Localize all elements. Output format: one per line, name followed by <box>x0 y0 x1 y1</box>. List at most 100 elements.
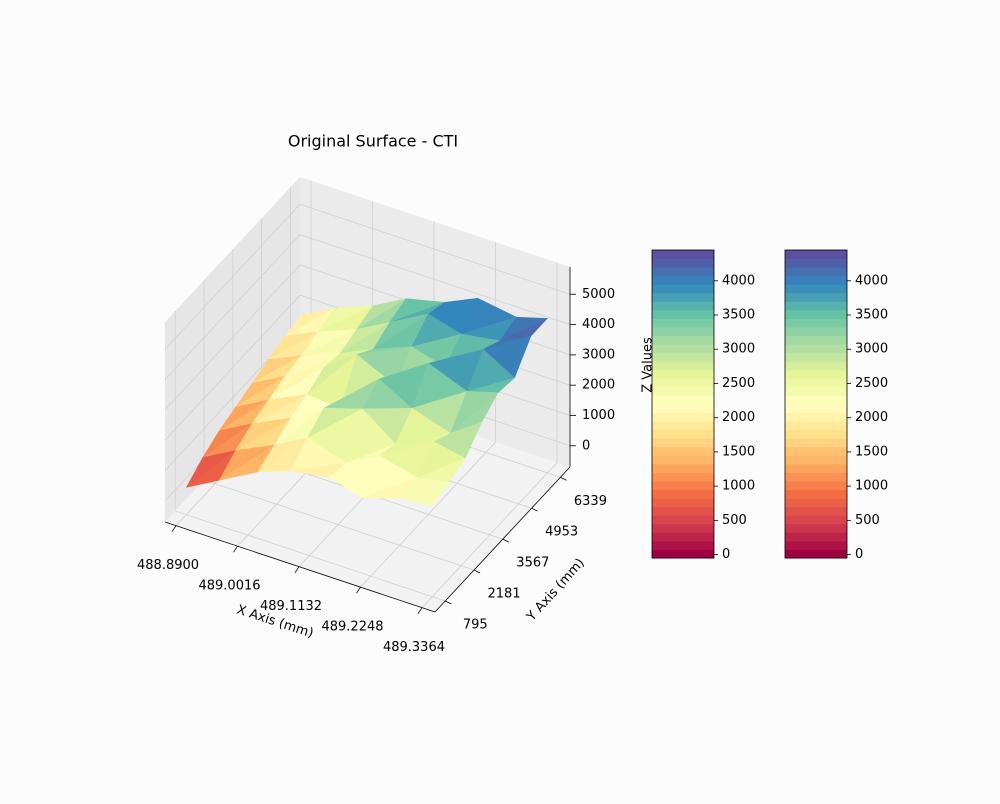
colorbar-band <box>785 549 847 559</box>
colorbar-band <box>652 327 714 337</box>
colorbar-tick-label: 0 <box>722 547 730 562</box>
colorbar-tick-label: 1500 <box>722 444 755 459</box>
colorbar-tick-label: 2000 <box>855 410 888 425</box>
colorbar-band <box>785 429 847 439</box>
x-tick <box>294 566 300 573</box>
colorbar-tick-label: 1000 <box>722 479 755 494</box>
y-tick <box>445 600 452 605</box>
colorbar-band <box>785 421 847 431</box>
colorbar-frame <box>651 249 715 559</box>
colorbar-band <box>652 446 714 456</box>
y-tick-label: 795 <box>463 617 488 632</box>
colorbar-band <box>652 275 714 285</box>
colorbar-tick-label: 3500 <box>855 308 888 323</box>
colorbar-tick-label: 3000 <box>722 342 755 357</box>
colorbar-band <box>652 472 714 482</box>
z-tick-label: 5000 <box>582 287 615 302</box>
colorbar-band <box>785 412 847 422</box>
x-tick-label: 489.2248 <box>321 620 383 635</box>
colorbar-band <box>785 309 847 319</box>
colorbar-band <box>652 404 714 414</box>
colorbar-band <box>652 438 714 448</box>
colorbar-band <box>785 489 847 499</box>
z-tick-label: 3000 <box>582 347 615 362</box>
colorbar-band <box>785 327 847 337</box>
colorbar-band <box>785 404 847 414</box>
grid-line <box>203 479 475 571</box>
colorbar-band <box>652 523 714 533</box>
colorbar-band <box>652 250 714 260</box>
colorbar-band <box>785 258 847 268</box>
x-tick-label: 489.0016 <box>198 579 260 594</box>
x-tick-label: 488.8900 <box>137 558 199 573</box>
colorbar-band <box>652 421 714 431</box>
y-tick-label: 3567 <box>516 556 549 571</box>
colorbar-band <box>652 361 714 371</box>
colorbar-band <box>652 369 714 379</box>
x-tick <box>417 607 423 614</box>
colorbar-band <box>652 455 714 465</box>
colorbar-band <box>785 369 847 379</box>
colorbar-tick-label: 0 <box>855 547 863 562</box>
colorbar-band <box>785 532 847 542</box>
colorbar-band <box>785 267 847 277</box>
x-tick <box>356 586 361 594</box>
colorbar-band <box>785 523 847 533</box>
colorbar-tick-label: 500 <box>855 513 880 528</box>
x-tick-label: 489.1132 <box>260 599 322 614</box>
z-tick-label: 0 <box>582 438 590 453</box>
grid-line <box>299 234 571 325</box>
colorbar-tick-label: 3000 <box>855 342 888 357</box>
colorbar-band <box>652 292 714 302</box>
grid-line <box>164 264 301 411</box>
colorbar-band <box>652 267 714 277</box>
grid-line <box>164 204 301 350</box>
colorbar-band <box>652 352 714 362</box>
colorbar-band <box>652 489 714 499</box>
colorbar-band <box>785 301 847 311</box>
colorbar-tick-label: 500 <box>722 513 747 528</box>
colorbar-band <box>652 429 714 439</box>
y-tick-label: 6339 <box>574 494 607 509</box>
grid-line <box>164 234 301 380</box>
colorbar-band <box>785 472 847 482</box>
colorbar-band <box>652 344 714 354</box>
colorbar-band <box>652 258 714 268</box>
colorbar-band <box>785 498 847 508</box>
colorbar-band <box>652 386 714 396</box>
colorbar-band <box>785 446 847 456</box>
colorbar-tick-label: 4000 <box>855 273 888 288</box>
z-tick-label: 2000 <box>582 378 615 393</box>
y-tick <box>560 476 567 481</box>
colorbar-band <box>652 498 714 508</box>
colorbar-band <box>785 335 847 345</box>
colorbar-band <box>785 481 847 491</box>
colorbar-band <box>785 292 847 302</box>
y-tick <box>531 507 538 512</box>
colorbar-tick-label: 2000 <box>722 410 755 425</box>
x-tick <box>171 525 177 532</box>
colorbar-tick-label: 2500 <box>722 376 755 391</box>
colorbar-band <box>785 438 847 448</box>
colorbar-band <box>785 386 847 396</box>
colorbar-band <box>785 463 847 473</box>
z-tick-label: 4000 <box>582 317 615 332</box>
colorbar-band <box>652 309 714 319</box>
colorbar-band <box>785 284 847 294</box>
colorbar-band <box>785 344 847 354</box>
colorbar-band <box>785 540 847 550</box>
colorbar-band <box>652 549 714 559</box>
colorbar-tick-label: 1000 <box>855 479 888 494</box>
grid-line <box>360 441 496 588</box>
colorbar-band <box>652 378 714 388</box>
x-tick <box>233 545 238 553</box>
colorbar-band <box>652 506 714 516</box>
colorbar-band <box>785 318 847 328</box>
grid-line <box>164 294 301 441</box>
colorbar-band <box>652 301 714 311</box>
grid-line <box>175 510 446 602</box>
colorbar-band <box>652 481 714 491</box>
colorbar-band <box>652 515 714 525</box>
colorbar-band <box>652 463 714 473</box>
